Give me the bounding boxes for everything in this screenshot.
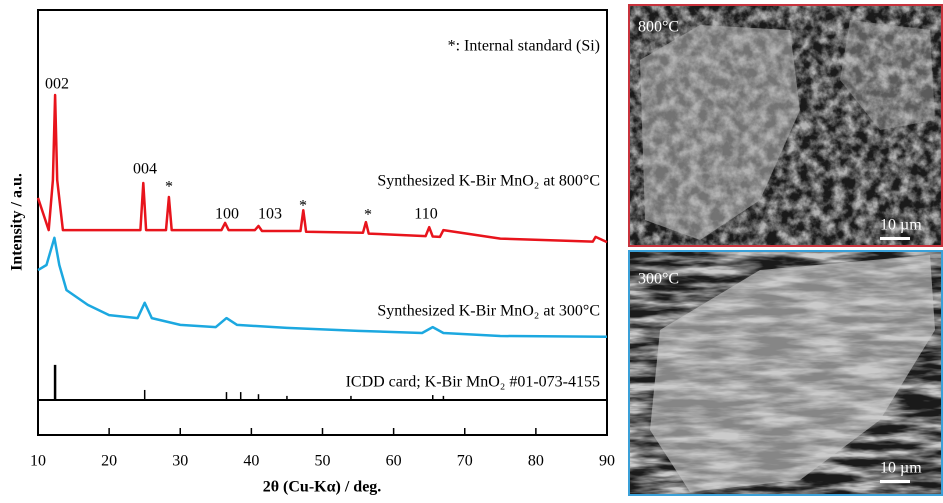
x-tick-label: 90 (599, 453, 615, 470)
x-tick-label: 20 (101, 453, 117, 470)
x-tick-label: 70 (457, 453, 473, 470)
annotation: *: Internal standard (Si) (448, 38, 600, 55)
annotation: * (364, 207, 372, 224)
xrd-line (38, 95, 607, 242)
annotation: 004 (133, 161, 157, 178)
scale-bar (880, 480, 910, 483)
x-tick-label: 40 (243, 453, 259, 470)
sem-300: 10 µm 300°C (629, 251, 942, 495)
annotation: * (165, 179, 173, 196)
x-tick-label: 50 (315, 453, 331, 470)
sem-800: 10 µm 800°C (629, 5, 942, 246)
y-axis-label: Intensity / a.u. (9, 173, 26, 271)
annotation: 103 (258, 206, 282, 223)
x-axis-label: 2θ (Cu-Kα) / deg. (263, 479, 382, 496)
annotation: 100 (215, 206, 239, 223)
series-label: ICDD card; K-Bir MnO₂ #01-073-4155 (346, 374, 600, 391)
texture (630, 6, 941, 245)
series-label: Synthesized K-Bir MnO₂ at 300°C (377, 303, 600, 320)
scale-bar (880, 237, 910, 240)
series-label: Synthesized K-Bir MnO₂ at 800°C (377, 173, 600, 190)
xrd-line (38, 238, 607, 337)
image-label: 800°C (638, 19, 679, 36)
image-label: 300°C (638, 271, 679, 288)
plot-frame (38, 10, 607, 435)
annotation: * (299, 198, 307, 215)
scale-label: 10 µm (880, 217, 922, 234)
x-tick-label: 80 (528, 453, 544, 470)
annotation: 110 (414, 206, 437, 223)
texture (630, 252, 941, 494)
figure: 2θ (Cu-Kα) / deg. Intensity / a.u. 10 µm… (0, 0, 943, 498)
x-tick-label: 10 (30, 453, 46, 470)
x-tick-label: 60 (386, 453, 402, 470)
x-tick-label: 30 (172, 453, 188, 470)
annotation: 002 (45, 76, 69, 93)
scale-label: 10 µm (880, 460, 922, 477)
